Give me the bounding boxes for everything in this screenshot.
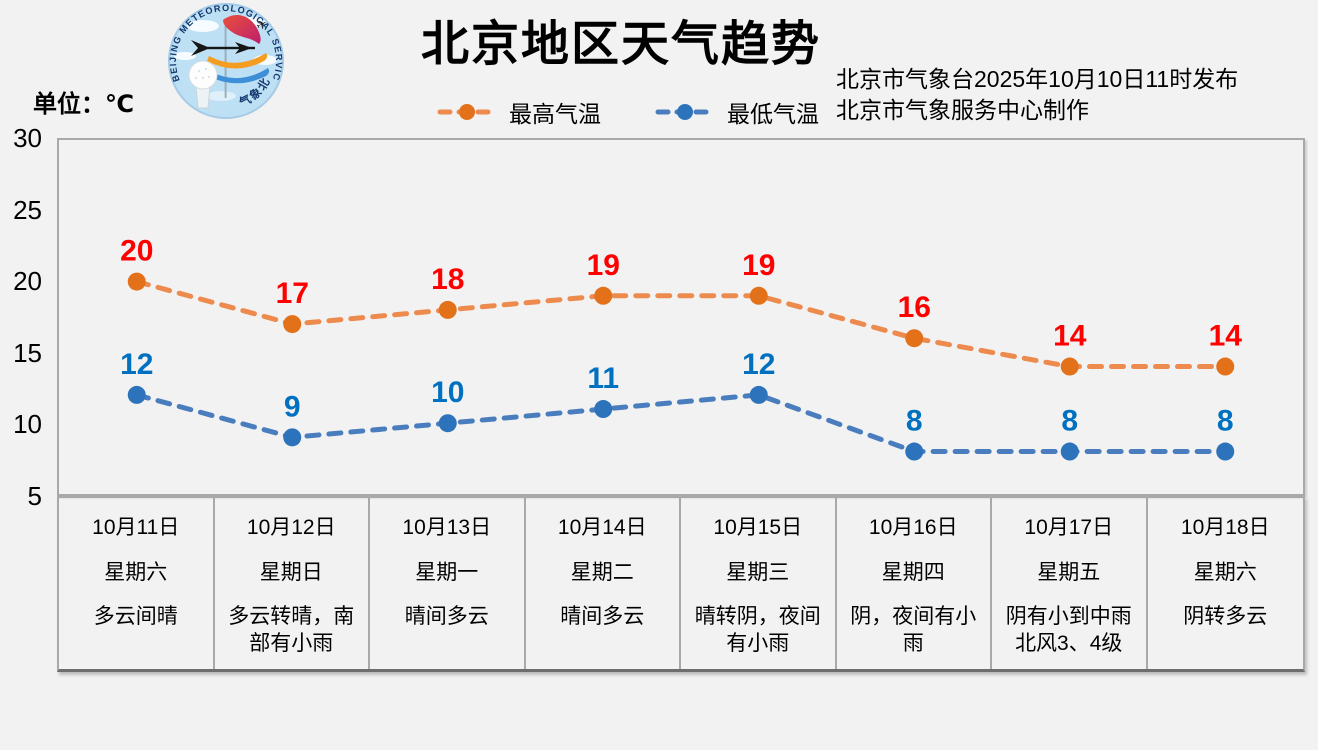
weekday-label: 星期一	[415, 561, 479, 584]
min-temp-value-label-7: 8	[1217, 405, 1234, 438]
legend-item-min-temp: 最低气温	[655, 95, 819, 129]
max-temp-marker-5	[905, 329, 924, 348]
day-cell-1: 10月11日 星期六多云间晴	[59, 498, 215, 669]
weather-label: 多云转晴，南 部有小雨	[228, 605, 355, 655]
weekday-label: 星期日	[259, 561, 323, 584]
max-temp-value-label-0: 20	[120, 235, 153, 268]
min-temp-value-label-0: 12	[120, 348, 153, 381]
legend-item-max-temp: 最高气温	[437, 95, 601, 129]
min-temp-marker-4	[749, 385, 768, 404]
max-temp-marker-7	[1216, 357, 1235, 376]
max-temp-marker-6	[1060, 357, 1079, 376]
max-temp-value-label-2: 18	[431, 263, 464, 296]
date-label: 10月11日	[92, 516, 180, 539]
unit-label: 单位：℃	[33, 91, 135, 118]
min-temp-marker-0	[127, 385, 146, 404]
date-label: 10月18日	[1180, 516, 1270, 539]
max-temp-value-label-6: 14	[1053, 320, 1087, 353]
min-temp-line	[134, 392, 1228, 455]
chart-legend: 最高气温 最低气温	[437, 95, 819, 129]
max-temp-marker-0	[127, 272, 146, 291]
max-temp-line	[134, 279, 1228, 370]
max-temp-marker-3	[594, 286, 613, 305]
weekday-label: 星期五	[1037, 561, 1101, 584]
day-cell-7: 10月17日 星期五阴有小到中雨 北风3、4级	[992, 498, 1148, 669]
logo-wind-vane-arrow	[191, 40, 255, 56]
min-temp-value-label-3: 11	[587, 362, 619, 395]
date-label: 10月17日	[1024, 516, 1114, 539]
max-temp-marker-1	[283, 315, 302, 334]
day-cell-6: 10月16日 星期四阴，夜间有小 雨	[837, 498, 992, 669]
y-tick-label: 15	[13, 337, 42, 368]
day-cell-8: 10月18日 星期六阴转多云	[1148, 498, 1304, 669]
issue-line-2: 北京市气象服务中心制作	[836, 97, 1089, 123]
y-axis: 30 25 20 15 10 5	[0, 123, 42, 511]
min-temp-marker-7	[1216, 442, 1235, 461]
logo-radar-dome	[188, 60, 218, 109]
beijing-meteorological-service-logo: ✈ BEIJING METEOROLOGICAL SERVICE 气象北京	[163, 0, 284, 119]
weather-label: 晴间多云	[404, 605, 489, 628]
weather-label: 晴转阴，夜间 有小雨	[694, 605, 821, 655]
max-temp-value-label-5: 16	[898, 291, 931, 324]
issue-line-1: 北京市气象台2025年10月10日11时发布	[836, 66, 1239, 92]
date-label: 10月14日	[557, 516, 647, 539]
day-cell-3: 10月13日 星期一晴间多云	[370, 498, 526, 669]
max-temp-value-label-1: 17	[276, 277, 309, 310]
y-tick-label: 25	[13, 194, 42, 225]
weather-label: 晴间多云	[560, 605, 645, 628]
page-title: 北京地区天气趋势	[420, 18, 822, 71]
min-temp-marker-6	[1060, 442, 1079, 461]
y-tick-label: 30	[13, 123, 42, 153]
date-label: 10月13日	[402, 516, 492, 539]
logo-mast	[224, 18, 227, 98]
daily-forecast-table: 10月11日 星期六 多云间晴 10月12日 星期日 多云转晴，南 部有小雨 10月13日星…	[57, 496, 1305, 672]
day-cell-5: 10月15日 星期三晴转阴，夜间 有小雨	[681, 498, 837, 669]
logo-orange-swoosh	[207, 53, 268, 69]
min-temp-value-label-6: 8	[1061, 405, 1078, 438]
max-temp-marker-4	[749, 286, 768, 305]
date-label: 10月12日	[246, 516, 336, 539]
date-label: 10月16日	[868, 516, 958, 539]
legend-label: 最高气温	[509, 101, 601, 127]
chart-plot-area: 20 17 18 19 19 16 14 14 12 9 10 11 12 8 8 8	[57, 138, 1305, 496]
weekday-label: 星期四	[881, 561, 945, 584]
min-temp-marker-5	[905, 442, 924, 461]
min-temp-marker-1	[283, 428, 302, 447]
weather-label: 多云间晴	[93, 605, 178, 628]
y-tick-label: 20	[13, 266, 42, 297]
weekday-label: 星期二	[570, 561, 634, 584]
logo-blue-swoosh	[210, 68, 270, 84]
legend-label: 最低气温	[727, 101, 819, 127]
day-cell-4: 10月14日 星期二晴间多云	[526, 498, 681, 669]
day-cell-2: 10月12日 星期日多云转晴，南 部有小雨	[215, 498, 370, 669]
weekday-label: 星期三	[726, 561, 790, 584]
weekday-label: 星期六	[104, 561, 168, 584]
min-temp-marker-2	[438, 414, 457, 433]
weather-label: 阴转多云	[1183, 605, 1268, 628]
min-temp-value-label-2: 10	[431, 376, 464, 409]
max-temp-marker-2	[438, 300, 457, 319]
min-temp-value-label-5: 8	[906, 405, 923, 438]
weather-label: 阴，夜间有小 雨	[850, 605, 977, 655]
min-temp-marker-3	[594, 400, 613, 419]
logo-badge: ✈	[168, 3, 284, 119]
y-tick-label: 10	[13, 409, 42, 440]
weekday-label: 星期六	[1193, 561, 1257, 584]
min-temp-legend-swatch	[655, 104, 715, 120]
min-temp-value-label-4: 12	[742, 348, 775, 381]
max-temp-value-label-7: 14	[1209, 320, 1243, 353]
max-temp-legend-swatch	[437, 104, 497, 120]
max-temp-value-label-3: 19	[587, 249, 620, 282]
max-temp-value-label-4: 19	[742, 249, 775, 282]
logo-red-swoosh	[223, 14, 261, 44]
issue-info: 北京市气象台2025年10月10日11时发布 北京市气象服务中心制作	[836, 64, 1238, 126]
date-label: 10月15日	[713, 516, 803, 539]
min-temp-value-label-1: 9	[284, 390, 301, 423]
logo-ring	[168, 3, 284, 119]
temperature-trend-chart: 20 17 18 19 19 16 14 14 12 9 10 11 12 8 8 8	[120, 235, 1243, 461]
y-tick-label: 5	[27, 481, 42, 511]
weather-label: 阴有小到中雨 北风3、4级	[1005, 605, 1132, 655]
